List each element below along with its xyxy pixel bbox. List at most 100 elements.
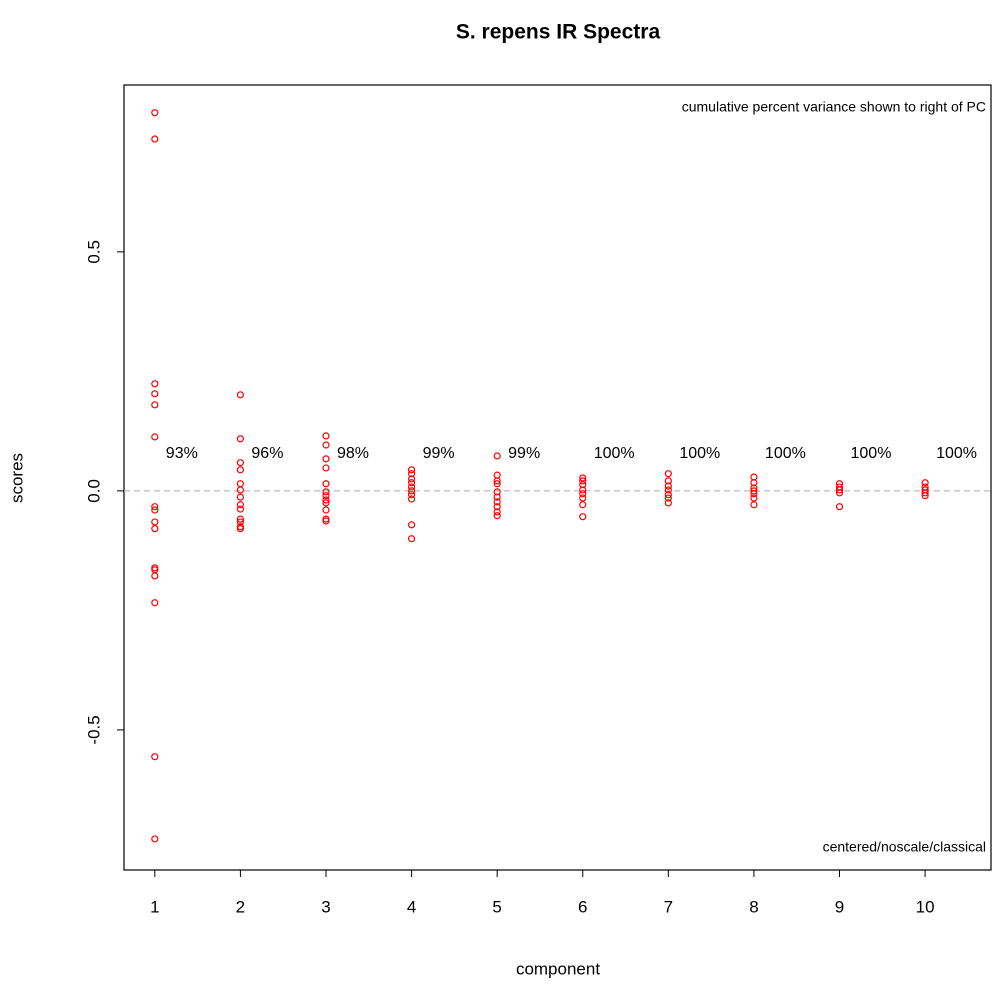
- point: [322, 499, 330, 507]
- point: [322, 480, 330, 488]
- point: [493, 471, 501, 479]
- point: [493, 488, 501, 496]
- point: [921, 492, 929, 500]
- point: [750, 501, 758, 509]
- variance-label: 100%: [936, 445, 977, 462]
- x-tick-label: 2: [236, 897, 245, 916]
- point: [579, 474, 587, 482]
- point: [322, 455, 330, 463]
- variance-label: 96%: [251, 445, 283, 462]
- point: [664, 494, 672, 502]
- variance-label: 99%: [508, 445, 540, 462]
- point: [407, 491, 416, 499]
- point: [407, 470, 416, 478]
- point: [151, 390, 159, 398]
- point: [322, 506, 330, 514]
- x-tick-label: 10: [916, 897, 935, 916]
- point: [151, 572, 159, 580]
- point: [750, 473, 758, 481]
- point: [493, 508, 501, 516]
- variance-label: 100%: [679, 445, 720, 462]
- point: [664, 491, 672, 499]
- point: [151, 518, 159, 526]
- point: [322, 517, 330, 525]
- x-tick-label: 3: [321, 897, 330, 916]
- point: [664, 499, 672, 507]
- point: [921, 489, 929, 497]
- point: [750, 479, 758, 487]
- point: [236, 466, 244, 474]
- point: [151, 401, 159, 409]
- point: [407, 483, 416, 491]
- point: [151, 433, 159, 441]
- point: [579, 501, 587, 509]
- variance-label: 100%: [765, 445, 806, 462]
- variance-label: 100%: [851, 445, 892, 462]
- point: [236, 501, 244, 509]
- point: [151, 599, 159, 607]
- x-tick-label: 5: [492, 897, 501, 916]
- point: [407, 495, 416, 503]
- variance-label: 99%: [423, 445, 455, 462]
- y-axis-label: scores: [7, 453, 26, 503]
- point: [151, 503, 159, 511]
- point: [664, 486, 672, 494]
- x-tick-label: 7: [664, 897, 673, 916]
- point: [407, 479, 416, 487]
- point: [322, 496, 330, 504]
- y-tick-label: 0.5: [84, 240, 103, 264]
- point: [151, 135, 159, 143]
- x-tick-label: 4: [407, 897, 416, 916]
- point: [151, 835, 159, 843]
- variance-label: 93%: [166, 445, 198, 462]
- point: [493, 498, 501, 506]
- x-axis-label: component: [516, 959, 600, 978]
- x-tick-label: 1: [150, 897, 159, 916]
- x-tick-label: 8: [749, 897, 758, 916]
- point: [750, 487, 758, 495]
- point: [236, 515, 244, 523]
- point: [579, 513, 587, 521]
- point: [579, 481, 587, 489]
- point: [493, 503, 501, 511]
- point: [921, 479, 929, 487]
- point: [236, 480, 244, 488]
- plot-frame: [123, 84, 992, 871]
- point: [493, 512, 501, 520]
- point: [750, 494, 758, 502]
- point: [664, 482, 672, 490]
- point: [236, 435, 244, 443]
- point: [835, 489, 844, 497]
- point: [236, 518, 244, 526]
- point: [322, 492, 330, 500]
- point: [579, 490, 587, 498]
- variance-label: 100%: [594, 445, 635, 462]
- point: [322, 488, 330, 496]
- point: [151, 506, 159, 514]
- point: [579, 494, 587, 502]
- point: [750, 490, 758, 498]
- point: [151, 525, 159, 533]
- point: [664, 470, 672, 478]
- point: [407, 466, 416, 474]
- point: [151, 753, 159, 761]
- variance-label: 98%: [337, 445, 369, 462]
- point: [493, 480, 501, 488]
- point: [579, 477, 587, 485]
- point: [407, 521, 416, 529]
- point: [322, 432, 330, 440]
- y-tick-label: 0.0: [84, 479, 103, 503]
- point: [322, 441, 330, 449]
- point: [664, 477, 672, 485]
- x-tick-label: 9: [835, 897, 844, 916]
- chart-title: S. repens IR Spectra: [456, 21, 661, 44]
- point: [151, 380, 159, 388]
- annotation: cumulative percent variance shown to rig…: [682, 99, 986, 115]
- point: [236, 505, 244, 513]
- point: [236, 486, 244, 494]
- point: [579, 486, 587, 494]
- point: [407, 487, 416, 495]
- point: [407, 475, 416, 483]
- y-tick-label: -0.5: [84, 715, 103, 744]
